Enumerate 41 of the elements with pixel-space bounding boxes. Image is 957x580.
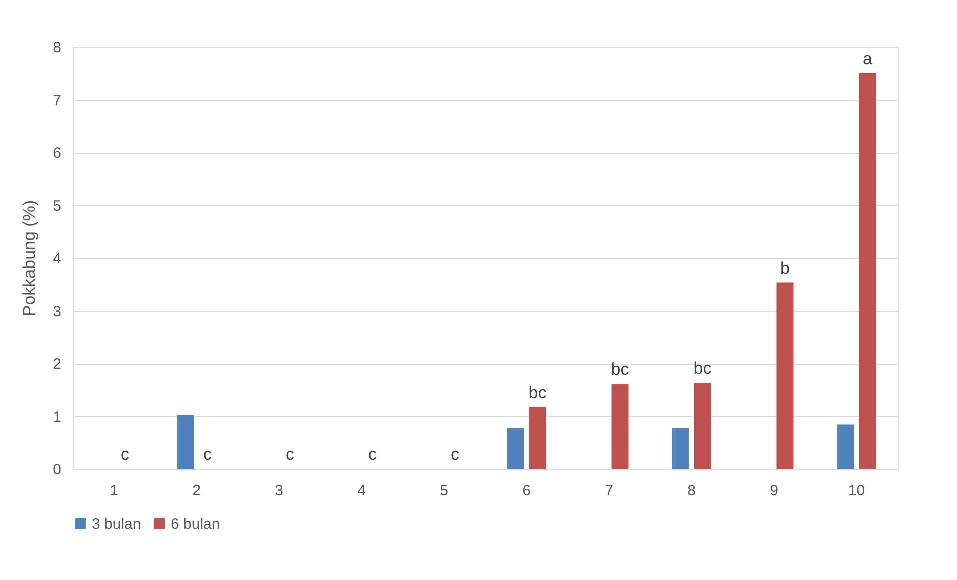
y-tick-label: 5 <box>53 198 62 215</box>
bar <box>612 384 629 469</box>
bar <box>177 415 194 469</box>
x-tick-label: 4 <box>358 482 366 500</box>
annotation: bc <box>694 359 712 378</box>
annotation: bc <box>528 383 548 402</box>
annotation: c <box>204 445 212 464</box>
bar <box>859 73 876 469</box>
bar <box>672 428 690 469</box>
annotation: b <box>780 258 790 278</box>
y-tick-label: 6 <box>53 145 62 162</box>
x-tick-label: 8 <box>688 482 696 500</box>
annotation: c <box>121 445 130 464</box>
y-axis-title: Pokkabung (%) <box>20 200 40 317</box>
bar <box>507 428 524 469</box>
y-tick-label: 8 <box>53 40 62 56</box>
x-tick-label: 5 <box>440 482 448 500</box>
annotation: a <box>863 49 874 68</box>
x-tick-label: 1 <box>110 482 118 500</box>
x-tick-label: 3 <box>275 482 284 500</box>
y-tick-label: 1 <box>53 408 62 426</box>
x-tick-label: 7 <box>605 482 614 500</box>
bar <box>837 424 854 469</box>
bar <box>694 383 712 469</box>
y-tick-label: 2 <box>53 356 62 373</box>
annotation: c <box>286 445 295 464</box>
annotation: c <box>451 445 460 464</box>
annotation: c <box>368 445 378 464</box>
legend-label: 6 bulan <box>171 516 220 533</box>
y-tick-label: 0 <box>53 462 62 478</box>
y-tick-label: 4 <box>53 250 62 268</box>
y-tick-label: 3 <box>53 303 62 320</box>
bar <box>529 407 546 469</box>
annotation: bc <box>611 360 630 380</box>
bar <box>776 282 794 469</box>
x-tick-label: 10 <box>848 482 866 500</box>
x-tick-label: 2 <box>192 482 201 500</box>
legend-label: 3 bulan <box>92 516 142 533</box>
x-tick-label: 9 <box>770 482 778 500</box>
x-tick-label: 6 <box>522 482 531 500</box>
y-tick-label: 7 <box>53 92 62 110</box>
